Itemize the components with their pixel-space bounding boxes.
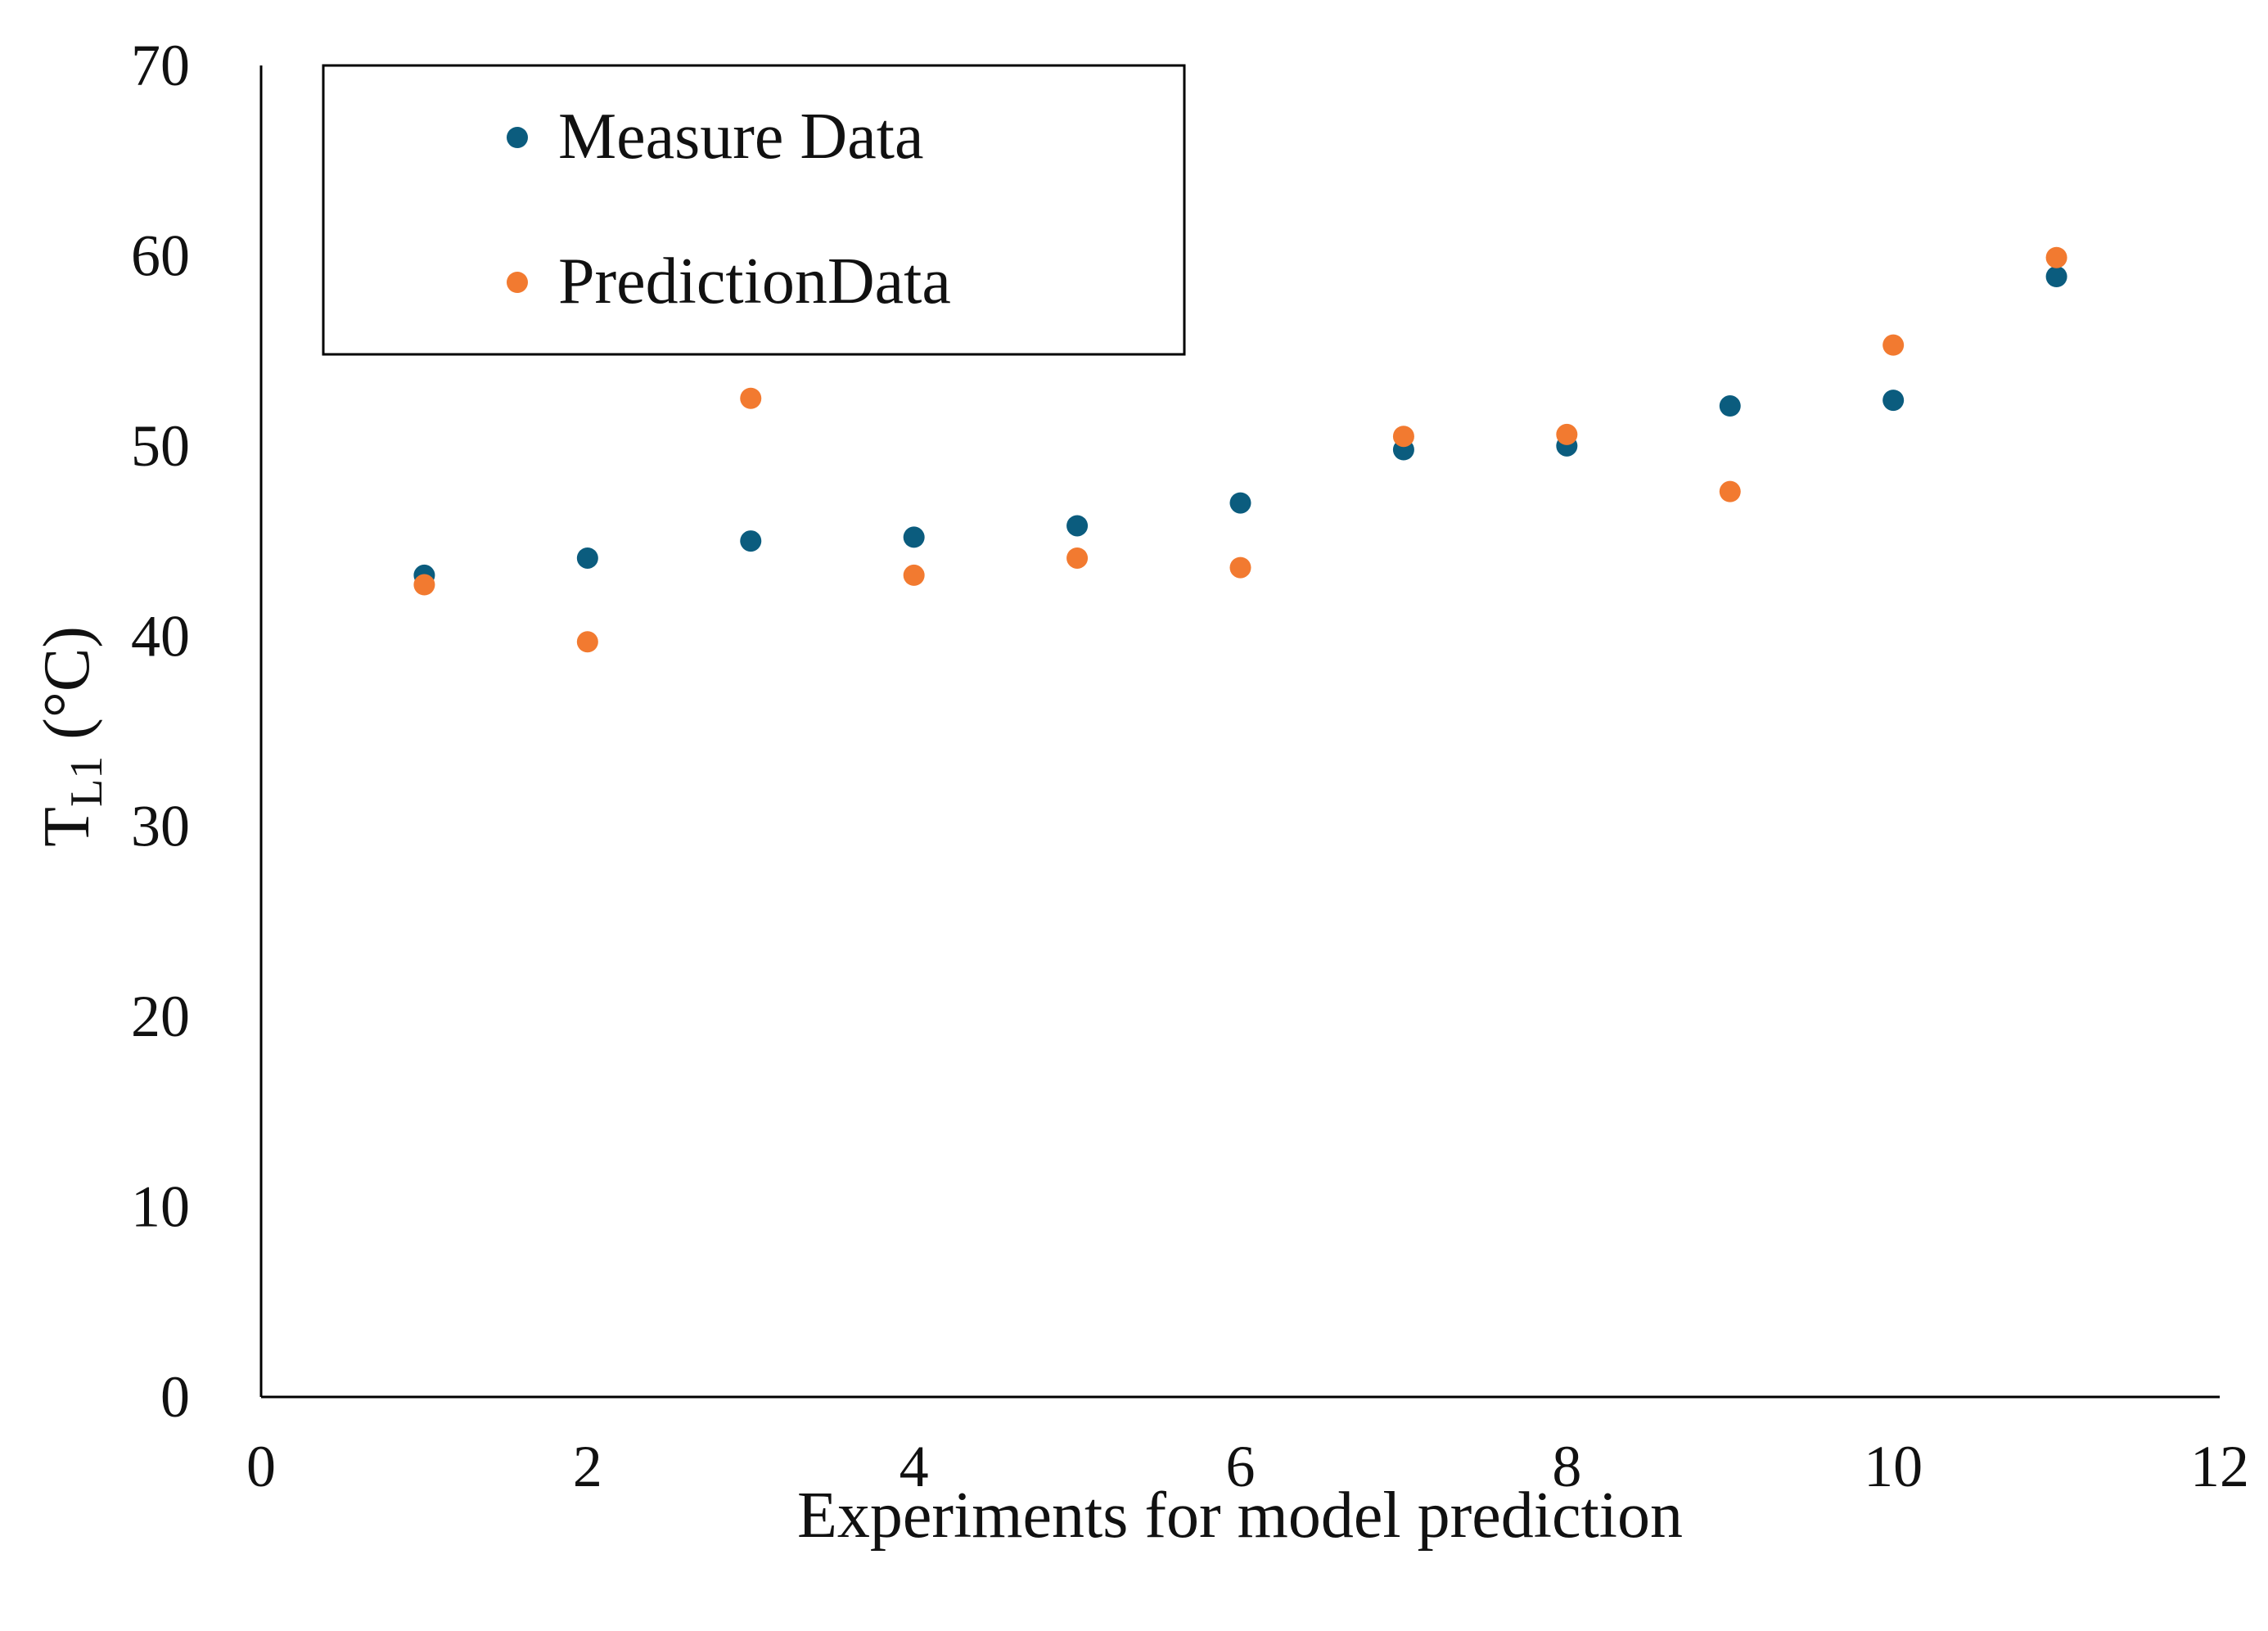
legend-label-prediction: PredictionData <box>558 246 951 318</box>
legend-entry-prediction: PredictionData <box>507 246 951 318</box>
y-tick-label: 70 <box>131 33 190 98</box>
y-tick-label: 20 <box>131 984 190 1049</box>
y-axis-title-unit: (°C) <box>31 626 103 756</box>
data-points <box>413 246 2067 653</box>
data-point <box>1556 423 1578 445</box>
x-tick-label: 4 <box>900 1434 929 1499</box>
x-tick-label: 0 <box>246 1434 276 1499</box>
data-point <box>2045 246 2067 268</box>
data-point <box>1392 426 1414 448</box>
x-tick-label: 8 <box>1552 1434 1581 1499</box>
y-axis-title: TL1 (°C) <box>31 626 112 847</box>
x-axis: 0 2 4 6 8 10 12 <box>246 1395 2249 1499</box>
data-point <box>576 631 598 653</box>
series-prediction <box>413 246 2067 653</box>
legend-marker-prediction <box>507 272 528 293</box>
data-point <box>1719 395 1741 417</box>
x-tick-label: 12 <box>2190 1434 2249 1499</box>
y-tick-label: 0 <box>160 1364 190 1430</box>
legend-marker-measure <box>507 127 528 148</box>
legend: Measure Data PredictionData <box>322 64 1186 356</box>
y-axis-title-main: T <box>31 807 103 847</box>
data-point <box>576 547 598 569</box>
data-point <box>740 387 762 409</box>
data-point <box>1719 480 1741 502</box>
data-point <box>1882 334 1905 356</box>
x-tick-label: 10 <box>1864 1434 1923 1499</box>
x-axis-title: Experiments for model prediction <box>797 1480 1683 1552</box>
data-point <box>1066 515 1089 537</box>
data-point <box>903 526 925 548</box>
y-tick-label: 40 <box>131 603 190 669</box>
legend-entry-measure: Measure Data <box>507 101 923 173</box>
data-point <box>2045 265 2067 287</box>
y-tick-label: 10 <box>131 1174 190 1240</box>
y-tick-label: 60 <box>131 223 190 288</box>
legend-label-measure: Measure Data <box>558 101 923 173</box>
y-axis-title-subscript: L1 <box>61 756 112 807</box>
legend-box <box>322 64 1186 356</box>
x-tick-label: 6 <box>1226 1434 1256 1499</box>
y-tick-label: 30 <box>131 794 190 859</box>
data-point <box>1882 390 1905 412</box>
data-point <box>740 530 762 552</box>
data-point <box>1229 492 1251 514</box>
data-point <box>903 564 925 586</box>
data-point <box>1066 547 1089 569</box>
y-axis: 0 10 20 30 40 50 60 70 <box>131 33 263 1430</box>
y-tick-label: 50 <box>131 413 190 479</box>
x-tick-label: 2 <box>573 1434 602 1499</box>
data-point <box>1229 556 1251 579</box>
data-point <box>413 574 435 596</box>
